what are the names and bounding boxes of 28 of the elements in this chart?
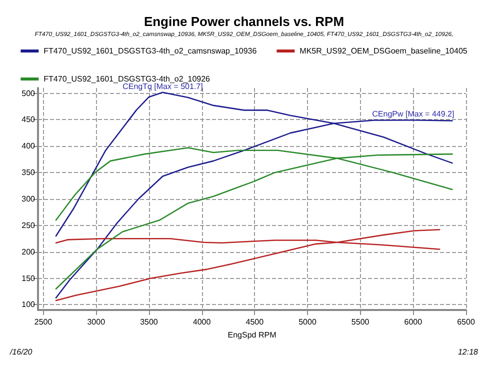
x-tick-label: 2500	[34, 318, 53, 326]
y-tick-label: 300	[22, 194, 36, 204]
text: 12:18	[458, 348, 479, 356]
y-tick-label: 400	[22, 142, 36, 151]
x-tick-label: 4000	[192, 318, 212, 326]
x-tick-label: 3000	[87, 318, 106, 326]
chart-title: Engine Power channels vs. RPM	[144, 14, 344, 29]
y-tick-label: 150	[22, 274, 36, 283]
x-tick-label: 5500	[351, 318, 370, 326]
x-tick-label: 6000	[404, 318, 423, 326]
y-tick-label: 450	[22, 115, 36, 124]
x-tick-label: 4500	[246, 318, 264, 326]
y-tick-label: 200	[22, 247, 36, 256]
text: /16/20	[9, 348, 33, 356]
x-tick-label: 5000	[298, 318, 317, 326]
y-tick-label: 250	[22, 220, 36, 230]
x-axis-title: EngSpd RPM	[228, 330, 277, 340]
y-tick-label: 100	[22, 300, 36, 310]
x-tick-label: 6500	[457, 318, 476, 326]
y-tick-label: 500	[22, 88, 36, 98]
legend-label: FT470_US92_1601_DSGSTG3-4th_o2_10926	[44, 74, 211, 84]
annotation: CEngPw [Max = 449.2]	[372, 110, 454, 119]
y-tick-label: 350	[22, 168, 36, 178]
line-series	[55, 229, 440, 302]
legend-label: FT470_US92_1601_DSGSTG3-4th_o2_camsnswap_10936	[44, 46, 258, 56]
annotation: CEngTq [Max = 501.7]	[122, 82, 203, 91]
x-tick-label: 3500	[140, 318, 158, 326]
legend-label: MK5R_US92_OEM_DSGoem_baseline_10405	[300, 46, 468, 56]
